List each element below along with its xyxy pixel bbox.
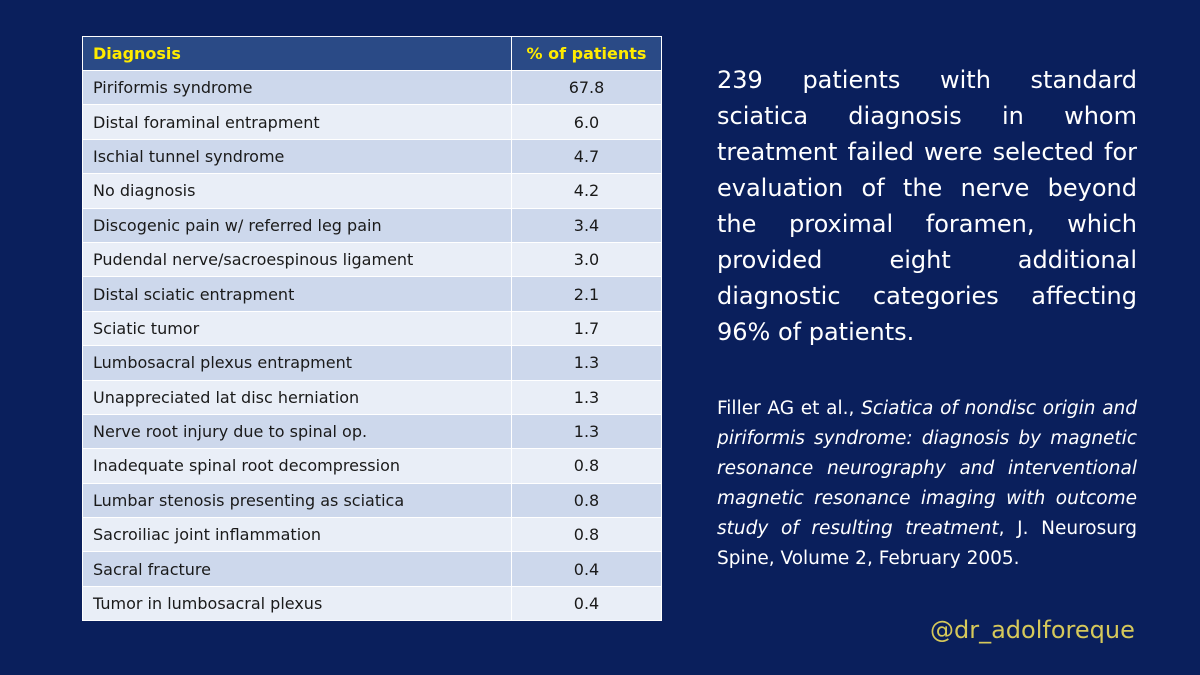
diagnosis-column-header: Diagnosis	[82, 36, 512, 71]
table-row: Distal sciatic entrapment 2.1	[82, 276, 662, 312]
percent-cell: 67.8	[511, 69, 662, 106]
percent-column-header: % of patients	[511, 36, 662, 71]
table-row: No diagnosis 4.2	[82, 173, 662, 209]
diagnosis-cell: No diagnosis	[82, 173, 512, 209]
percent-cell: 1.7	[511, 310, 662, 347]
diagnosis-cell: Piriformis syndrome	[82, 69, 512, 106]
percent-cell: 1.3	[511, 379, 662, 415]
citation: Filler AG et al., Sciatica of nondisc or…	[717, 394, 1137, 574]
table-row: Sacral fracture 0.4	[82, 551, 662, 587]
diagnosis-cell: Sacroiliac joint inflammation	[82, 517, 512, 553]
author-handle: @dr_adolforeque	[930, 616, 1135, 644]
percent-cell: 0.4	[511, 551, 662, 587]
table-row: Tumor in lumbosacral plexus 0.4	[82, 585, 662, 622]
percent-cell: 0.8	[511, 517, 662, 553]
citation-source: , J. Neurosurg Spine, Volume 2, February…	[717, 518, 1137, 569]
diagnosis-table: Diagnosis % of patients Piriformis syndr…	[82, 36, 662, 622]
table-row: Discogenic pain w/ referred leg pain 3.4	[82, 207, 662, 243]
diagnosis-cell: Inadequate spinal root decompression	[82, 448, 512, 484]
diagnosis-cell: Sciatic tumor	[82, 310, 512, 347]
table-row: Inadequate spinal root decompression 0.8	[82, 448, 662, 484]
diagnosis-cell: Tumor in lumbosacral plexus	[82, 585, 512, 622]
percent-cell: 1.3	[511, 413, 662, 450]
table-row: Unappreciated lat disc herniation 1.3	[82, 379, 662, 415]
percent-cell: 1.3	[511, 345, 662, 381]
percent-cell: 6.0	[511, 104, 662, 140]
diagnosis-cell: Lumbar stenosis presenting as sciatica	[82, 482, 512, 519]
diagnosis-cell: Distal sciatic entrapment	[82, 276, 512, 312]
percent-cell: 0.4	[511, 585, 662, 622]
diagnosis-cell: Unappreciated lat disc herniation	[82, 379, 512, 415]
table-row: Pudendal nerve/sacroespinous ligament 3.0	[82, 241, 662, 278]
diagnosis-cell: Discogenic pain w/ referred leg pain	[82, 207, 512, 243]
table-row: Nerve root injury due to spinal op. 1.3	[82, 413, 662, 450]
diagnosis-cell: Pudendal nerve/sacroespinous ligament	[82, 241, 512, 278]
table-row: Distal foraminal entrapment 6.0	[82, 104, 662, 140]
table-row: Sciatic tumor 1.7	[82, 310, 662, 347]
percent-cell: 0.8	[511, 448, 662, 484]
diagnosis-cell: Ischial tunnel syndrome	[82, 138, 512, 175]
percent-cell: 2.1	[511, 276, 662, 312]
citation-title: Sciatica of nondisc origin and piriformi…	[717, 398, 1137, 539]
percent-cell: 0.8	[511, 482, 662, 519]
table-body: Piriformis syndrome 67.8 Distal foraminal …	[82, 69, 662, 622]
table-row: Sacroiliac joint inflammation 0.8	[82, 517, 662, 553]
table-row: Piriformis syndrome 67.8	[82, 69, 662, 106]
diagnosis-cell: Nerve root injury due to spinal op.	[82, 413, 512, 450]
diagnosis-cell: Distal foraminal entrapment	[82, 104, 512, 140]
percent-cell: 3.0	[511, 241, 662, 278]
percent-cell: 4.2	[511, 173, 662, 209]
summary-text: 239 patients with standard sciatica diag…	[717, 66, 1137, 346]
diagnosis-cell: Sacral fracture	[82, 551, 512, 587]
citation-authors: Filler AG et al.,	[717, 398, 862, 419]
diagnosis-cell: Lumbosacral plexus entrapment	[82, 345, 512, 381]
percent-cell: 4.7	[511, 138, 662, 175]
table-row: Lumbosacral plexus entrapment 1.3	[82, 345, 662, 381]
table-header-row: Diagnosis % of patients	[82, 36, 662, 71]
table-row: Ischial tunnel syndrome 4.7	[82, 138, 662, 175]
table-row: Lumbar stenosis presenting as sciatica 0.…	[82, 482, 662, 519]
percent-cell: 3.4	[511, 207, 662, 243]
